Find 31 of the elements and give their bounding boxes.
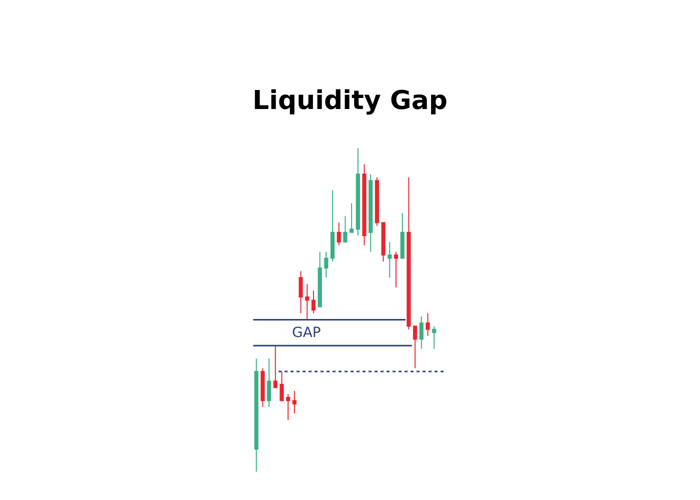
annotation: GAP [292, 325, 321, 341]
candlestick [318, 251, 322, 308]
candlestick [374, 176, 380, 226]
candlestick [266, 358, 272, 408]
candlestick [280, 370, 284, 402]
candlestick [350, 202, 354, 233]
candlestick [324, 251, 328, 278]
candlestick [419, 316, 424, 350]
candlestick [336, 222, 341, 246]
candlestick [286, 394, 290, 420]
candlestick [292, 390, 296, 414]
candlestick [432, 326, 436, 350]
candlestick [394, 251, 398, 288]
candlestick [305, 284, 310, 320]
candlestick [343, 216, 348, 243]
candlestick [381, 222, 386, 262]
candlestick [311, 290, 316, 314]
candlestick [260, 368, 265, 408]
candlestick [406, 176, 411, 330]
candlestick [362, 164, 366, 246]
candlestick [388, 242, 392, 278]
candlestick [330, 190, 335, 262]
chart-title: Liquidity Gap [252, 86, 448, 116]
candlestick [273, 345, 278, 388]
candlestick [400, 212, 404, 259]
candlestick [356, 148, 360, 236]
candlestick [413, 326, 418, 369]
candlestick [426, 312, 430, 336]
candlestick [254, 358, 258, 472]
candlestick [298, 270, 303, 314]
candlestick [368, 174, 373, 252]
